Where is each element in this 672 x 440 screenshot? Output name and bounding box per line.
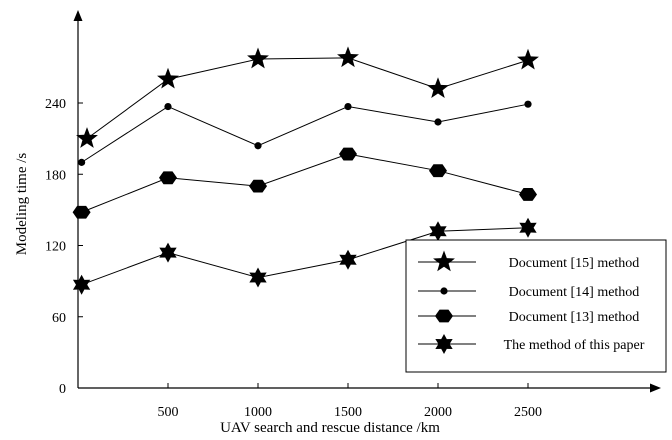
data-point (429, 164, 447, 178)
plot-area (72, 46, 539, 295)
legend-entry: Document [15] method (418, 250, 640, 272)
legend-label: Document [15] method (509, 256, 640, 271)
series-2 (78, 100, 532, 166)
data-point (519, 217, 537, 238)
y-axis-label: Modeling time /s (14, 153, 30, 256)
series-line (81, 103, 529, 163)
legend-label: Document [13] method (509, 310, 640, 325)
data-point (339, 249, 357, 270)
data-point (254, 142, 262, 150)
data-point (247, 47, 269, 69)
x-tick-label: 500 (158, 405, 179, 420)
series-line (81, 153, 529, 213)
data-point (339, 147, 357, 161)
legend-label: Document [14] method (509, 285, 640, 300)
data-point (78, 158, 86, 166)
data-point (164, 102, 172, 111)
data-point (249, 179, 267, 193)
series-line (81, 227, 529, 286)
x-tick-label: 2500 (514, 405, 542, 420)
data-point (519, 188, 537, 201)
data-point (157, 67, 179, 89)
legend-marker-icon (435, 309, 453, 323)
tick-group: 500 1000 1500 2000 2500 0 60 120 180 240 (45, 97, 542, 420)
legend-marker-icon (435, 334, 453, 354)
series-line (86, 57, 529, 140)
x-axis-arrow-icon (650, 383, 661, 393)
data-point (72, 274, 91, 295)
data-point (159, 171, 177, 185)
y-tick-label: 0 (59, 382, 66, 397)
legend-marker-icon (440, 287, 448, 295)
data-point (159, 242, 177, 263)
data-point (76, 127, 98, 148)
data-point (429, 221, 447, 242)
y-tick-label: 120 (45, 240, 66, 255)
axes (73, 10, 661, 393)
x-tick-label: 2000 (424, 405, 452, 420)
series-4 (72, 217, 537, 295)
data-point (72, 205, 91, 219)
y-tick-label: 180 (45, 168, 66, 183)
x-axis-label: UAV search and rescue distance /km (220, 420, 440, 436)
legend-entry: Document [14] method (418, 285, 639, 300)
x-tick-label: 1000 (244, 405, 272, 420)
y-tick-label: 240 (45, 97, 66, 112)
series-3 (72, 147, 537, 219)
data-point (434, 118, 442, 126)
legend-entry: The method of this paper (418, 334, 645, 354)
x-tick-label: 1500 (334, 405, 362, 420)
legend-entry: Document [13] method (418, 309, 640, 325)
y-axis-arrow-icon (73, 10, 83, 21)
y-tick-label: 60 (52, 311, 66, 326)
data-point (337, 46, 359, 68)
data-point (427, 77, 449, 99)
legend: Document [15] method Document [14] method… (405, 239, 667, 373)
legend-label: The method of this paper (504, 338, 645, 353)
data-point (344, 102, 352, 111)
data-point (524, 100, 532, 108)
data-point (517, 48, 539, 70)
series-1 (76, 46, 539, 148)
data-point (249, 267, 267, 288)
legend-marker-icon (433, 250, 455, 272)
